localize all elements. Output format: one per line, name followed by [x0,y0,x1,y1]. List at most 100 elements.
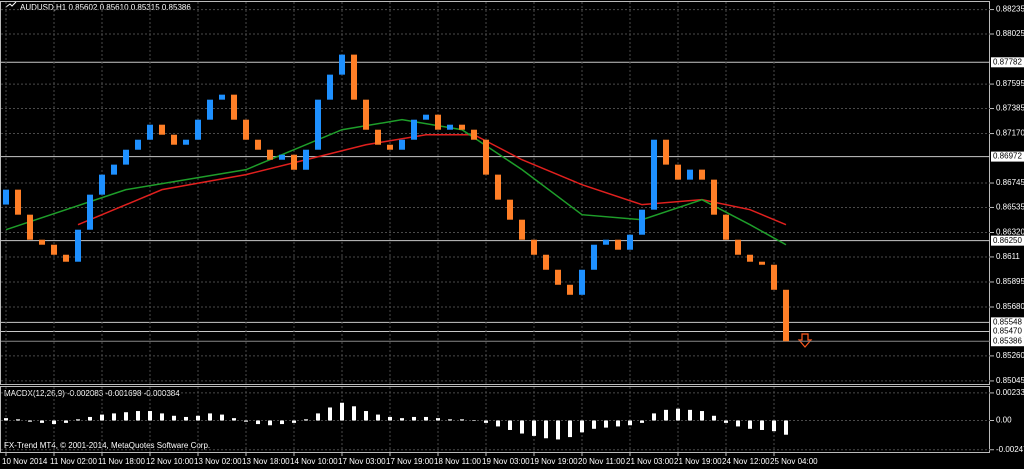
candle [447,124,453,130]
histogram-bar [508,420,512,430]
last-price-label: 0.85386 [993,336,1022,345]
histogram-bar [316,413,320,421]
x-tick-label: 20 Nov 11:00 [578,457,626,466]
histogram-bar [640,420,644,423]
level-label: 0.86972 [993,152,1022,161]
candle [411,119,417,140]
histogram-bar [364,411,368,421]
histogram-bar [676,408,680,421]
candle [519,219,525,240]
candle [3,189,9,205]
histogram-bar [748,420,752,429]
x-tick-label: 12 Nov 10:00 [146,457,194,466]
histogram-bar [772,420,776,432]
candle [543,254,549,270]
histogram-bar [568,420,572,438]
candle [399,139,405,150]
candle [627,234,633,250]
level-label: 0.87782 [993,57,1022,66]
histogram-bar [700,411,704,421]
candle [99,174,105,195]
candle [423,114,429,120]
candle [603,239,609,245]
y-tick-label: 0.86745 [996,178,1024,187]
histogram-bar [532,420,536,436]
candle [159,124,165,135]
x-tick-label: 19 Nov 03:00 [482,457,530,466]
candle [231,94,237,120]
histogram-bar [280,420,284,425]
level-label-box [991,326,1024,337]
histogram-bar [436,418,440,421]
x-tick-label: 11 Nov 02:00 [50,457,98,466]
y-tick-label: 0.86535 [996,203,1024,212]
chart-title: AUDUSD,H1 0.85602 0.85610 0.85315 0.8538… [20,3,191,12]
candle [387,144,393,150]
y-tick-label: 0.88235 [996,5,1024,14]
histogram-bar [268,420,272,426]
candle [555,269,561,285]
candle [171,134,177,145]
histogram-bar [16,419,20,421]
candle [147,124,153,140]
histogram-bar [256,420,260,425]
x-tick-label: 21 Nov 19:00 [674,457,722,466]
candle [351,54,357,100]
x-tick-label: 14 Nov 10:00 [290,457,338,466]
y-tick-label: 0.88025 [996,29,1024,38]
histogram-bar [592,420,596,429]
y-tick-label: 0.87170 [996,129,1024,138]
candle [111,164,117,175]
candle [87,194,93,230]
candle [687,169,693,180]
candle [735,239,741,255]
main-panel-frame [0,1,990,385]
histogram-bar [736,420,740,427]
candle [435,114,441,130]
histogram-bar [628,420,632,426]
x-tick-label: 21 Nov 03:00 [626,457,674,466]
moving-average [5,118,787,246]
candle [75,229,81,262]
candle [327,74,333,100]
candle [27,214,33,240]
y-tick-label: 0.85680 [996,302,1024,311]
candle [123,149,129,165]
histogram-bar [388,416,392,421]
candle [135,139,141,150]
candle [15,189,21,215]
candle [711,179,717,215]
histogram-bar [100,414,104,421]
candle [675,164,681,180]
histogram-bar [208,413,212,421]
candle [279,154,285,160]
candle [303,149,309,170]
candle [363,99,369,130]
candle [495,174,501,200]
candle [639,209,645,235]
candle [183,139,189,145]
candle [567,284,573,295]
histogram-bar [28,420,32,422]
x-tick-label: 18 Nov 11:00 [434,457,482,466]
sell-arrow [797,333,813,348]
histogram-bar [664,409,668,421]
histogram-bar [88,416,92,421]
level-label-box [991,317,1024,328]
histogram-bar [160,413,164,421]
candle [699,169,705,180]
candle [39,239,45,245]
candle [783,289,789,342]
candle [267,149,273,160]
candle [579,269,585,295]
candle [63,254,69,262]
histogram-bar [520,420,524,434]
copyright: FX-Trend MT4, © 2001-2014, MetaQuotes So… [4,441,210,450]
candle [207,99,213,120]
indicator-title: MACDX(12,26,9) -0.002083 -0.001698 -0.00… [4,389,180,398]
y-tick-label: 0.86320 [996,228,1024,237]
histogram-bar [712,415,716,421]
histogram-bar [4,418,8,421]
